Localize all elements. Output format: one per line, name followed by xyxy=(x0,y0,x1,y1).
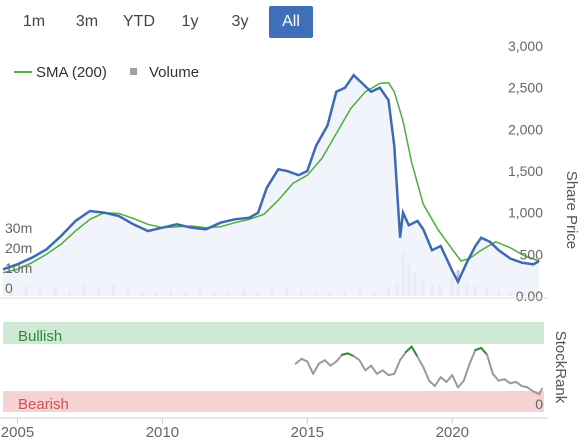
stockrank-segment xyxy=(462,362,471,382)
stockrank-segment xyxy=(538,387,544,396)
price-tick-label: 1,500 xyxy=(508,163,543,179)
volume-tick-label: 30m xyxy=(5,220,32,236)
stockrank-segment xyxy=(486,353,494,375)
price-axis-label: Share Price xyxy=(563,171,580,249)
price-tick-label: 500 xyxy=(520,246,544,262)
volume-tick-label: 0 xyxy=(5,280,13,296)
sma-line xyxy=(2,81,540,274)
x-tick-label: 2020 xyxy=(436,424,469,437)
volume-tick-label: 10m xyxy=(5,260,32,276)
stockrank-segment xyxy=(526,386,535,393)
stockrank-segment xyxy=(375,369,384,375)
stockrank-segment xyxy=(317,359,326,365)
price-tick-label: 2,500 xyxy=(508,80,543,96)
range-button-1m[interactable]: 1m xyxy=(22,13,46,30)
stockrank-segment xyxy=(468,349,477,365)
stockrank-segment xyxy=(480,346,489,356)
stockrank-segment xyxy=(410,345,419,358)
volume-tick-label: 20m xyxy=(5,240,32,256)
stockrank-segment xyxy=(312,362,320,375)
legend-volume-square-swatch xyxy=(130,68,137,75)
stockrank-segment xyxy=(300,357,309,363)
range-button-1y[interactable]: 1y xyxy=(181,13,199,30)
stockrank-segment xyxy=(381,369,390,377)
stockrank-segment xyxy=(416,355,425,368)
bearish-band xyxy=(3,391,544,412)
range-button-ytd[interactable]: YTD xyxy=(123,13,155,30)
legend-sma-label[interactable]: SMA (200) xyxy=(36,64,107,81)
stockrank-segment xyxy=(335,353,344,363)
stockrank-segment xyxy=(364,364,373,372)
range-button-3y[interactable]: 3y xyxy=(231,13,249,30)
legend-volume-label[interactable]: Volume xyxy=(149,64,199,81)
stockrank-segment xyxy=(399,351,407,362)
range-button-all[interactable]: All xyxy=(269,6,313,38)
price-tick-label: 1,000 xyxy=(508,205,543,221)
stockrank-tick-label: 0 xyxy=(535,396,543,412)
stockrank-segment xyxy=(358,359,367,372)
bearish-label: Bearish xyxy=(18,396,69,413)
stockrank-segment xyxy=(532,390,541,396)
x-tick-label: 2015 xyxy=(291,424,324,437)
price-line xyxy=(2,73,540,285)
price-tick-label: 3,000 xyxy=(508,38,543,54)
stockrank-axis-label: StockRank xyxy=(552,331,569,404)
stockrank-segment xyxy=(474,346,483,351)
stockrank-segment xyxy=(404,345,413,354)
stockrank-segment xyxy=(370,364,378,375)
stockrank-segment xyxy=(306,360,315,375)
price-area-fill xyxy=(3,75,540,296)
stockrank-segment xyxy=(457,379,465,389)
stockrank-segment xyxy=(346,352,355,358)
stockrank-segment xyxy=(323,359,332,367)
range-button-3m[interactable]: 3m xyxy=(75,13,99,30)
stockrank-segment xyxy=(393,359,402,375)
x-tick-label: 2005 xyxy=(1,424,34,437)
volume-axis-ticks: 30m 20m 10m 0 xyxy=(5,220,32,296)
stockrank-segment xyxy=(352,355,361,362)
stockrank-line xyxy=(294,345,544,396)
bullish-label: Bullish xyxy=(18,328,62,345)
stockrank-segment xyxy=(439,376,448,383)
stockrank-segment xyxy=(451,374,460,389)
bullish-band xyxy=(3,322,544,344)
stockrank-segment xyxy=(329,360,338,367)
stockrank-segment xyxy=(428,379,436,388)
stockrank-segment xyxy=(491,372,500,382)
stockrank-segment xyxy=(515,380,523,388)
stockrank-axis-ticks: 0 xyxy=(535,396,543,412)
legend: SMA (200) Volume xyxy=(14,64,199,81)
stockrank-segment xyxy=(503,378,512,385)
x-axis-ticks: 2005 2010 2015 2020 xyxy=(1,418,469,437)
stockrank-segment xyxy=(294,357,303,365)
stockrank-segment xyxy=(445,374,454,383)
price-axis-ticks: 3,000 2,500 2,000 1,500 1,000 500 0.00 xyxy=(508,38,543,304)
price-tick-label: 0.00 xyxy=(516,288,543,304)
stockrank-segment xyxy=(433,376,442,388)
stockrank-segment xyxy=(422,366,431,382)
price-tick-label: 2,000 xyxy=(508,121,543,137)
x-tick-label: 2010 xyxy=(146,424,179,437)
